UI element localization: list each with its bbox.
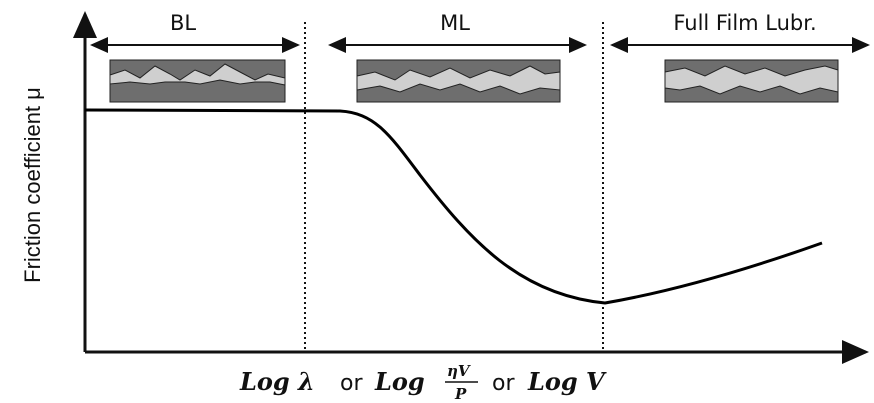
region-label: ML [440, 11, 470, 35]
x-label-part: P [454, 385, 467, 403]
x-label-part: Log V [527, 367, 607, 396]
x-label-part: or [492, 371, 515, 396]
surface-inset [665, 60, 838, 102]
region-label: Full Film Lubr. [673, 11, 816, 35]
x-label-part: Log [374, 367, 425, 396]
surface-inset [357, 60, 560, 102]
region-label: BL [170, 11, 196, 35]
stribeck-curve [85, 110, 822, 303]
x-label-part: ηV [447, 362, 471, 380]
surface-inset [110, 60, 285, 102]
diagram: BL ML Full Film Lubr. Friction coefficie… [0, 0, 874, 403]
x-axis-label: Log λ or Log ηV P or Log V [239, 362, 607, 403]
x-label-part: Log λ [239, 367, 315, 396]
x-label-part: or [340, 371, 363, 396]
y-axis-label: Friction coefficient μ [20, 87, 45, 283]
